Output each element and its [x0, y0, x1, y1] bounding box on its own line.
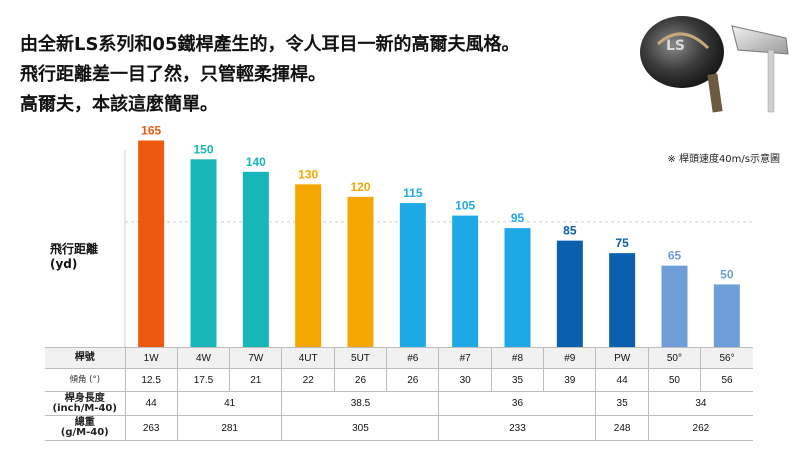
- loft-cell: 30: [438, 368, 492, 392]
- bar-4UT: [295, 184, 322, 347]
- length-label-title: 桿身長度: [64, 392, 105, 404]
- y-axis-label-line-1: 飛行距離: [50, 242, 99, 256]
- club-cell: #6: [386, 347, 439, 369]
- length-cell: 38.5: [281, 391, 439, 416]
- weight-cell: 263: [124, 415, 178, 441]
- club-cell: 4UT: [281, 347, 335, 369]
- table-row-length: 桿身長度 (inch/M-40) 44 41 38.5 36 35 34: [45, 391, 753, 416]
- table-row-loft: 傾角 (°) 12.5 17.5 21 22 26 26 30 35 39 44…: [45, 368, 753, 392]
- data-label-4UT: 130: [298, 167, 318, 181]
- bar-5UT: [347, 196, 374, 347]
- length-cell: 35: [595, 391, 649, 416]
- table-row-weight: 總重 (g/M-40) 263 281 305 233 248 262: [45, 415, 753, 441]
- speed-note: ※ 桿頭速度40m/s示意圖: [667, 154, 780, 165]
- bar-1W: [138, 140, 165, 347]
- loft-cell: 26: [386, 368, 439, 392]
- loft-cell: 35: [490, 368, 544, 392]
- weight-cell: 248: [595, 415, 649, 441]
- weight-cell: 233: [438, 415, 596, 441]
- loft-cell: 44: [595, 368, 649, 392]
- bar-4W: [190, 159, 217, 347]
- club-cell: PW: [595, 347, 649, 369]
- loft-cell: 17.5: [176, 368, 230, 392]
- data-label-56°: 50: [720, 267, 734, 281]
- length-cell: 41: [176, 391, 282, 416]
- driver-head: [640, 16, 724, 88]
- data-label-#7: 105: [455, 199, 475, 213]
- specs-table: 桿號 1W 4W 7W 4UT 5UT #6 #7 #8 #9 PW 50° 5…: [45, 347, 753, 441]
- length-label: 桿身長度 (inch/M-40): [45, 391, 125, 416]
- club-cell: 1W: [124, 347, 178, 369]
- data-label-7W: 140: [246, 155, 266, 169]
- length-cell: 34: [647, 391, 753, 416]
- weight-cell: 262: [647, 415, 753, 441]
- club-cell: 4W: [176, 347, 230, 369]
- weight-label-unit: (g/M-40): [60, 427, 109, 438]
- bar-7W: [242, 171, 269, 347]
- headline-line-1: 由全新LS系列和05鐵桿產生的，令人耳目一新的高爾夫風格。: [20, 34, 520, 55]
- bar-50°: [661, 265, 688, 347]
- length-label-unit: (inch/M-40): [52, 402, 117, 414]
- club-header-label: 桿號: [45, 347, 125, 369]
- data-label-#8: 95: [511, 211, 525, 225]
- svg-text:LS: LS: [666, 38, 685, 54]
- data-label-#6: 115: [403, 186, 423, 200]
- bar-#8: [504, 228, 531, 347]
- data-label-1W: 165: [141, 124, 161, 138]
- loft-label: 傾角 (°): [45, 368, 125, 392]
- data-label-#9: 85: [563, 224, 577, 238]
- bar-#6: [399, 203, 426, 347]
- loft-cell: 22: [281, 368, 335, 392]
- driver-hosel: [707, 73, 723, 113]
- iron-shaft: [767, 49, 775, 113]
- club-cell: 5UT: [333, 347, 387, 369]
- y-axis-label: 飛行距離 (yd): [50, 242, 98, 272]
- y-axis-label-line-2: (yd): [50, 257, 78, 271]
- data-label-PW: 75: [615, 236, 629, 250]
- data-label-50°: 65: [668, 249, 682, 263]
- data-label-4W: 150: [193, 142, 213, 156]
- bar-#7: [452, 215, 479, 347]
- weight-cell: 305: [281, 415, 439, 441]
- loft-cell: 39: [543, 368, 596, 392]
- loft-cell: 26: [333, 368, 387, 392]
- club-cell: #7: [438, 347, 492, 369]
- weight-label: 總重 (g/M-40): [45, 415, 125, 441]
- club-cell: #9: [543, 347, 596, 369]
- iron-head: [731, 25, 789, 55]
- bar-PW: [609, 253, 636, 347]
- weight-cell: 281: [176, 415, 282, 441]
- weight-label-title: 總重: [74, 417, 95, 428]
- club-cell: 7W: [229, 347, 282, 369]
- loft-cell: 12.5: [124, 368, 178, 392]
- golf-clubs-image: LS: [640, 16, 789, 113]
- bar-#9: [556, 240, 583, 347]
- table-row-clubs: 桿號 1W 4W 7W 4UT 5UT #6 #7 #8 #9 PW 50° 5…: [45, 347, 753, 369]
- data-label-5UT: 120: [350, 180, 370, 194]
- length-cell: 44: [124, 391, 178, 416]
- loft-cell: 50: [647, 368, 701, 392]
- headline-line-2: 飛行距離差一目了然，只管輕柔揮桿。: [20, 64, 326, 85]
- club-cell: 56°: [700, 347, 753, 369]
- headline-line-3: 高爾夫，本該這麼簡單。: [20, 94, 218, 115]
- headline: 由全新LS系列和05鐵桿產生的，令人耳目一新的高爾夫風格。 飛行距離差一目了然，…: [20, 30, 620, 120]
- club-cell: #8: [490, 347, 544, 369]
- loft-cell: 56: [700, 368, 753, 392]
- club-cell: 50°: [647, 347, 701, 369]
- loft-cell: 21: [229, 368, 282, 392]
- bar-56°: [713, 284, 740, 347]
- length-cell: 36: [438, 391, 596, 416]
